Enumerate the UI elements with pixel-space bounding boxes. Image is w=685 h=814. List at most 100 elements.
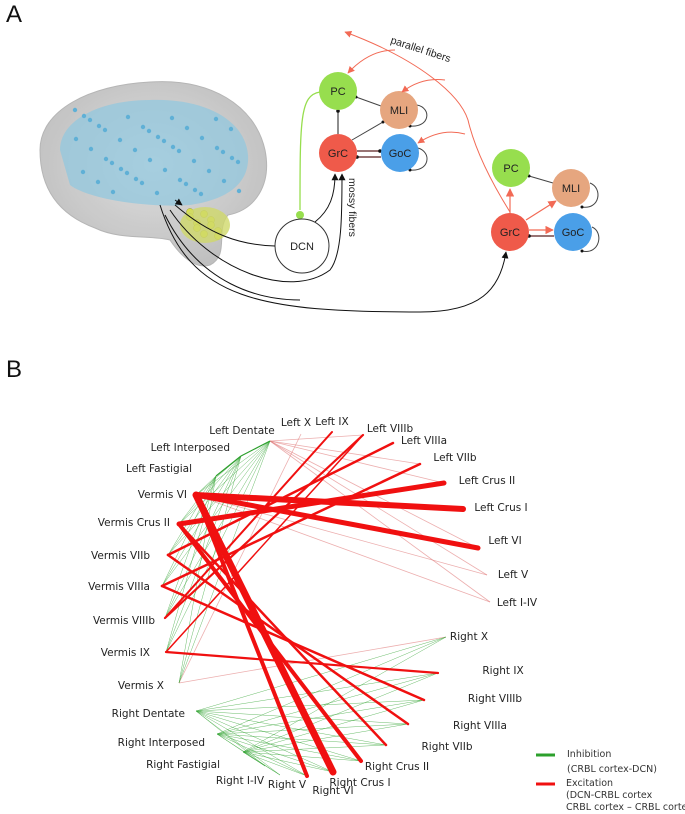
inhibition-edge [195,710,308,777]
brain-node-dot [146,128,152,134]
parallel-fibers-label: parallel fibers [389,34,452,65]
brain-node-dot [228,126,234,132]
node-label: Left Interposed [151,442,230,454]
brain-node-dot [170,144,176,150]
panel-label-a: A [6,1,22,28]
brain-node-dot [73,136,79,142]
brain-node-dot [192,187,198,193]
brain-node-dot [102,127,108,133]
brain-node-dot [235,159,241,165]
brain-node-dot [221,178,227,184]
node-label: Right Crus I [329,777,390,789]
node-label: Left VIIIa [401,435,447,447]
inhibition-edge [195,699,425,712]
brain-node-dot [184,125,190,131]
inhibition-edge [195,475,217,496]
goc-node-2 [554,213,592,251]
inhibition-edge [240,440,271,457]
brain-node-dot [124,170,130,176]
legend-inhibition-sub: (CRBL cortex-DCN) [567,764,657,775]
excitation-edge [163,433,365,620]
brain-node-dot [117,137,123,143]
pc-label-2: PC [503,163,518,175]
brain-node-dot [177,177,183,183]
brain-node-dot [80,169,86,175]
excitation-edge [193,492,481,551]
excitation-edge [165,434,364,653]
node-label: Left Dentate [209,425,274,437]
excitation-edge [160,462,422,588]
pc-node-1 [319,72,357,110]
brain-node-dot [125,114,131,120]
mli-label-2: MLI [562,183,580,195]
brain-node-dot [169,115,175,121]
mossy-fibers-label: mossy fibers [346,178,358,237]
mossy-fiber-paths [159,173,509,313]
brain-node-dot [213,116,219,122]
inhibition-edge [242,751,266,767]
node-label: Vermis X [118,680,164,692]
inhibition-edge [216,733,387,746]
excitation-edge [176,480,447,527]
inhibition-edge [178,455,242,525]
inhibition-edge [216,672,439,735]
inhibition-edge [195,710,281,776]
node-label: Vermis IX [101,647,150,659]
inhibition-edge [242,744,387,753]
inhibition-edge [242,751,308,777]
circuit-2: PC MLI GrC GoC [491,149,600,253]
inhibition-edge [178,440,271,525]
brain-node-dot [155,134,161,140]
weak-excitation-edge [178,433,302,684]
parallel-fiber-paths [344,30,511,213]
mli-node-2 [552,169,590,207]
circuit-1: PC MLI GrC GoC [296,72,428,219]
node-label: Vermis VIIIb [93,615,155,627]
node-label: Left X [281,417,311,429]
brain-node-dot [118,166,124,172]
brain-node-dot [147,157,153,163]
excitation-edge [164,650,440,675]
inhibition-edge [195,710,362,762]
weak-excitation-edge [269,440,488,576]
excitation-edges [160,431,481,778]
node-label: Left VI [488,535,521,547]
node-label: Right VI [312,785,353,797]
node-label: Vermis Crus II [98,517,170,529]
mli-label-1: MLI [390,105,408,117]
pc-label-1: PC [330,86,345,98]
weak-excitation-edge [178,636,447,684]
excitation-edge [194,493,309,778]
inhibition-edge [216,733,362,762]
node-label: Right X [450,631,488,643]
weak-excitation-edge [269,440,491,603]
node-label: Right VIIIb [468,693,522,705]
brain-node-dot [214,145,220,151]
brain-node-dot [132,147,138,153]
inhibition-edge [216,733,308,777]
brain-node-dot [133,176,139,182]
legend: Inhibition (CRBL cortex-DCN) Excitation … [536,749,685,813]
goc-label-2: GoC [562,227,585,239]
legend-inhibition: Inhibition [567,749,611,760]
node-label: Right VIIIa [453,720,507,732]
brain-node-dot [236,188,242,194]
inhibition-edge [195,710,334,773]
node-label: Left VIIIb [367,423,414,435]
brain-node-dot [140,124,146,130]
inhibition-edge [242,672,439,753]
inhibition-edge [215,455,242,477]
inhibition-edge [195,710,387,746]
inhibition-edge [195,672,439,712]
inhibition-edge [216,699,425,735]
node-label: Left Crus I [474,502,527,514]
inhibition-edge [242,751,334,773]
node-label: Left IX [315,416,348,428]
node-label: Vermis VI [138,489,187,501]
node-label: Left Fastigial [126,463,192,475]
brain-node-dot [161,138,167,144]
node-label: Right IX [482,665,523,677]
node-label: Left I-IV [497,597,538,609]
inhibition-edge [167,475,217,556]
